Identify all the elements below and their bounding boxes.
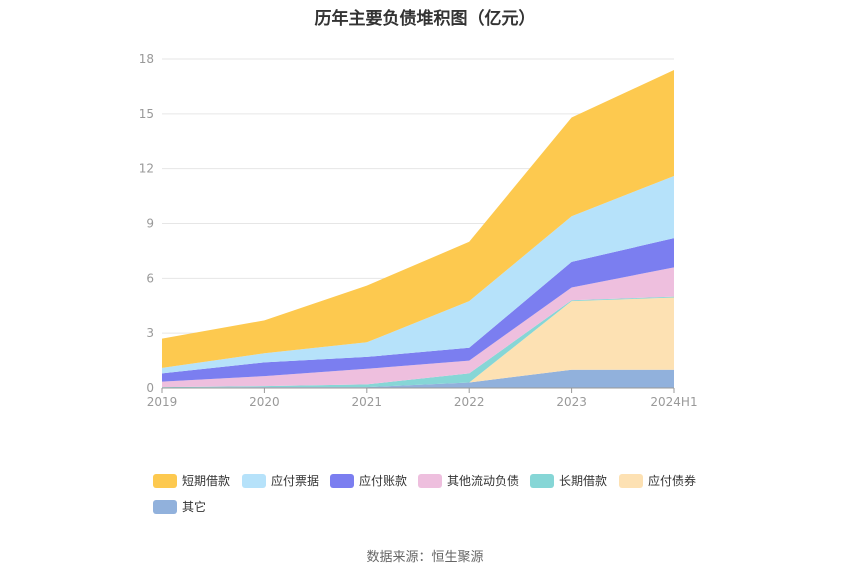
area-series-0	[162, 369, 674, 388]
legend-swatch	[619, 473, 643, 488]
legend-item[interactable]: 其他流动负债	[418, 472, 519, 489]
y-tick-label: 15	[139, 107, 154, 121]
area-series-3	[162, 267, 674, 388]
legend-item[interactable]: 应付票据	[242, 472, 319, 489]
x-tick-label: 2021	[352, 395, 383, 409]
y-tick-label: 6	[146, 271, 154, 285]
x-tick-label: 2024H1	[650, 395, 697, 409]
area-series-5	[162, 175, 674, 374]
legend-swatch	[530, 473, 554, 488]
legend-item[interactable]: 短期借款	[153, 472, 230, 489]
legend-label: 短期借款	[182, 474, 231, 488]
x-tick-label: 2022	[454, 395, 485, 409]
legend-label: 其他流动负债	[447, 474, 520, 488]
legend-swatch	[330, 473, 354, 488]
legend-label: 其它	[182, 500, 207, 514]
area-series-2	[162, 296, 674, 388]
area-series-4	[162, 238, 674, 382]
legend-swatch	[153, 499, 177, 514]
y-tick-label: 3	[146, 326, 154, 340]
x-tick-label: 2019	[147, 395, 178, 409]
y-tick-label: 9	[146, 217, 154, 231]
stacked-area-chart: 0 3 6 9 12 15 18 2019 2020 2021 2022 2023 2024H1	[139, 52, 698, 409]
x-tick-label: 2020	[249, 395, 280, 409]
x-tick-label: 2023	[556, 395, 587, 409]
y-tick-label: 12	[139, 162, 154, 176]
axes: 0 3 6 9 12 15 18 2019 2020 2021 2022 2023 2024H1	[139, 52, 698, 409]
data-source: 数据来源：恒生聚源	[366, 550, 484, 565]
legend-label: 长期借款	[559, 474, 608, 488]
legend-swatch	[418, 473, 442, 488]
legend-label: 应付票据	[271, 474, 320, 488]
legend-label: 应付账款	[359, 474, 408, 488]
area-series-6	[162, 69, 674, 368]
legend-item[interactable]: 其它	[153, 498, 206, 515]
legend-swatch	[153, 473, 177, 488]
legend-item[interactable]: 应付债券	[619, 472, 696, 489]
legend-swatch	[242, 473, 266, 488]
chart-title: 历年主要负债堆积图（亿元）	[314, 9, 536, 29]
legend-label: 应付债券	[648, 474, 697, 488]
area-series-1	[162, 297, 674, 388]
legend-item[interactable]: 长期借款	[530, 472, 607, 489]
y-tick-label: 18	[139, 52, 154, 66]
legend-item[interactable]: 应付账款	[330, 472, 407, 489]
y-tick-label: 0	[146, 381, 154, 395]
area-series	[162, 69, 674, 388]
